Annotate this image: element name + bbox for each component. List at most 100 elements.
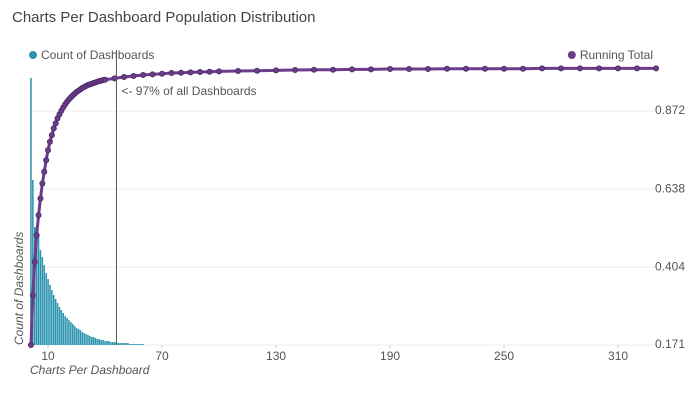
line-marker	[197, 69, 204, 76]
line-marker	[52, 120, 59, 127]
line-marker	[254, 67, 261, 74]
bar	[90, 337, 93, 345]
line-marker	[330, 66, 337, 73]
bar	[104, 341, 106, 345]
y2-tick-label: 0.638	[655, 181, 685, 195]
y2-tick-label: 0.171	[655, 337, 685, 351]
line-marker	[311, 66, 318, 73]
line-marker	[35, 212, 42, 219]
line-marker	[48, 132, 55, 139]
bar	[109, 342, 112, 345]
bar	[68, 320, 70, 345]
line-marker	[111, 75, 118, 82]
bar	[98, 339, 101, 345]
bar	[79, 330, 82, 345]
bar	[132, 344, 135, 345]
bar	[35, 225, 38, 345]
bar	[140, 344, 142, 345]
line-marker	[140, 72, 147, 79]
bar	[106, 341, 108, 345]
bar	[43, 265, 46, 345]
line-marker	[102, 76, 109, 83]
annotation-text: <- 97% of all Dashboards	[121, 84, 256, 98]
bar	[100, 340, 103, 345]
x-tick-label: 70	[155, 349, 169, 363]
bar	[127, 343, 129, 345]
bar	[125, 343, 127, 345]
legend-label: Count of Dashboards	[41, 48, 154, 62]
line-marker	[387, 66, 394, 73]
line-marker	[159, 70, 166, 77]
line-marker	[39, 180, 46, 187]
x-axis-label: Charts Per Dashboard	[30, 363, 150, 377]
y-axis-label: Count of Dashboards	[12, 232, 26, 345]
line-marker	[121, 74, 128, 81]
line-marker	[501, 65, 508, 72]
bar	[128, 344, 131, 345]
bar	[111, 342, 114, 345]
bar	[64, 316, 66, 345]
legend-marker	[29, 51, 37, 59]
line-marker	[130, 73, 137, 80]
line-marker	[235, 68, 242, 75]
bar	[49, 285, 51, 345]
bar	[66, 318, 68, 345]
line-marker	[425, 66, 432, 73]
x-tick-label: 190	[380, 349, 400, 363]
bar	[121, 343, 123, 345]
bar	[119, 343, 122, 345]
x-tick-label: 130	[266, 349, 286, 363]
line-marker	[349, 66, 356, 73]
bar	[52, 295, 55, 345]
line-marker	[187, 69, 194, 76]
line-marker	[577, 65, 584, 72]
bar	[39, 250, 42, 345]
bar	[89, 336, 91, 345]
bar	[83, 333, 85, 345]
line-marker	[444, 65, 451, 72]
bar	[60, 310, 63, 345]
line-marker	[43, 157, 50, 164]
legend-label: Running Total	[580, 48, 653, 62]
x-tick-label: 250	[494, 349, 514, 363]
bar	[75, 328, 78, 345]
bar	[73, 326, 76, 345]
line-marker	[653, 65, 660, 72]
y2-tick-label: 0.872	[655, 103, 685, 117]
bar	[85, 334, 87, 345]
bar	[51, 290, 53, 345]
bar	[45, 273, 47, 345]
line-marker	[168, 70, 175, 77]
line-marker	[596, 65, 603, 72]
bar	[123, 343, 125, 345]
bar	[30, 78, 32, 345]
bar	[77, 329, 80, 345]
line-marker	[520, 65, 527, 72]
chart-title: Charts Per Dashboard Population Distribu…	[12, 9, 316, 26]
line-marker	[615, 65, 622, 72]
bar	[138, 344, 141, 345]
line-marker	[368, 66, 375, 73]
y2-tick-label: 0.404	[655, 259, 685, 273]
x-tick-label: 10	[41, 349, 55, 363]
bar	[130, 344, 133, 345]
bar	[56, 303, 59, 345]
line-marker	[463, 65, 470, 72]
bar	[54, 299, 57, 345]
line-marker	[37, 195, 44, 202]
line-marker	[539, 65, 546, 72]
line-marker	[406, 66, 413, 73]
line-marker	[149, 71, 156, 78]
line-marker	[29, 292, 36, 299]
line-marker	[216, 68, 223, 75]
bar	[81, 332, 84, 345]
bar	[102, 340, 104, 345]
line-marker	[292, 67, 299, 74]
bar	[96, 339, 99, 345]
line-marker	[46, 138, 53, 145]
line-marker	[41, 168, 48, 175]
x-tick-label: 310	[608, 349, 628, 363]
legend-marker	[567, 51, 576, 59]
line-marker	[206, 68, 213, 75]
bar	[62, 313, 65, 345]
